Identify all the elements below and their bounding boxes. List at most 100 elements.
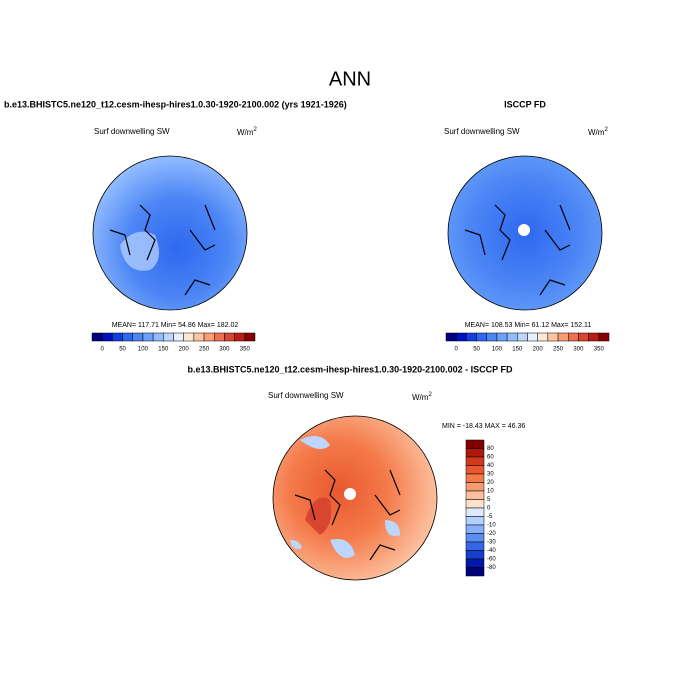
colorbar-box <box>214 332 225 342</box>
units: W/m <box>588 128 605 137</box>
colorbar-label: 200 <box>533 347 544 353</box>
map-region <box>120 231 159 271</box>
colorbar-box <box>101 332 113 342</box>
colorbar-box <box>517 332 528 342</box>
colorbar-label: 250 <box>553 347 564 353</box>
panel-title: b.e13.BHISTC5.ne120_t12.cesm-ihesp-hires… <box>4 99 347 109</box>
missing-data <box>518 224 530 236</box>
colorbar-box <box>465 567 485 577</box>
colorbar: 80 60 40 30 20 10 5 0 -5 -10 -20 -30 -40 -60 -80 <box>465 439 496 577</box>
colorbar-box <box>465 490 485 500</box>
colorbar-box <box>588 332 600 342</box>
colorbar-label: 0 <box>101 347 105 353</box>
colorbar-label: 0 <box>487 506 491 512</box>
units-label: W/m2 <box>588 127 608 138</box>
colorbar-box <box>122 332 133 342</box>
colorbar-box <box>547 332 559 342</box>
colorbar-label: 50 <box>473 347 480 353</box>
colorbar-box <box>163 332 174 342</box>
colorbar-box <box>244 332 256 342</box>
colorbar-box <box>152 332 164 342</box>
colorbar-box <box>173 332 184 342</box>
colorbar-box <box>465 439 485 449</box>
colorbar-box <box>91 332 103 342</box>
colorbar-label: -30 <box>487 540 496 546</box>
colorbar-box <box>496 332 508 342</box>
colorbar-box <box>465 456 485 466</box>
colorbar-label: 100 <box>138 347 149 353</box>
coastline <box>109 204 216 296</box>
colorbar-box <box>183 332 195 342</box>
polar-map <box>272 415 438 581</box>
coastline <box>464 204 571 296</box>
colorbar-box <box>465 558 485 568</box>
colorbar: 0 50 100 150 200 250 300 350 <box>445 332 610 353</box>
stats: MEAN= 117.71 Min= 54.86 Max= 182.02 <box>112 322 239 329</box>
colorbar-label: 60 <box>487 455 494 461</box>
colorbar-box <box>465 541 485 551</box>
colorbar-label: 50 <box>119 347 126 353</box>
coastline <box>294 469 401 561</box>
units-label: W/m2 <box>412 392 432 403</box>
stats: MEAN= 108.53 Min= 61.12 Max= 152.11 <box>465 322 592 329</box>
colorbar-box <box>466 332 477 342</box>
colorbar-label: 350 <box>240 347 251 353</box>
colorbar-box <box>527 332 538 342</box>
colorbar-box <box>112 332 123 342</box>
panel-title: ISCCP FD <box>504 99 546 109</box>
variable-label: Surf downwelling SW <box>94 127 170 136</box>
colorbar-label: -80 <box>487 565 496 571</box>
colorbar-label: 30 <box>487 472 494 478</box>
colorbar-box <box>537 332 549 342</box>
stats: MIN = -18.43 MAX = 46.36 <box>442 423 525 430</box>
colorbar-box <box>203 332 215 342</box>
units-exponent: 2 <box>604 127 608 133</box>
colorbar-label: 350 <box>594 347 605 353</box>
colorbar-label: 150 <box>158 347 169 353</box>
colorbar-label: 250 <box>199 347 210 353</box>
variable-label: Surf downwelling SW <box>268 391 344 400</box>
colorbar-box <box>486 332 498 342</box>
units: W/m <box>237 128 254 137</box>
colorbar-label: 20 <box>487 480 494 486</box>
colorbar-box <box>506 332 518 342</box>
colorbar-box <box>465 473 485 483</box>
colorbar-box <box>476 332 487 342</box>
colorbar-label: 80 <box>487 446 494 452</box>
colorbar-box <box>465 507 485 517</box>
colorbar-label: -40 <box>487 548 496 554</box>
colorbar-label: 5 <box>487 497 491 503</box>
colorbar-label: -5 <box>487 514 493 520</box>
map-region <box>290 436 400 558</box>
figure-title: ANN <box>329 68 371 90</box>
colorbar-box <box>142 332 154 342</box>
colorbar-box <box>598 332 610 342</box>
colorbar-label: 100 <box>492 347 503 353</box>
colorbar-box <box>224 332 235 342</box>
colorbar-box <box>465 516 485 526</box>
variable-label: Surf downwelling SW <box>444 127 520 136</box>
colorbar-label: 300 <box>573 347 584 353</box>
missing-data <box>344 488 356 500</box>
colorbar-box <box>465 524 485 534</box>
colorbar-label: 150 <box>512 347 523 353</box>
colorbar-box <box>465 465 485 475</box>
colorbar-box <box>568 332 579 342</box>
colorbar-box <box>557 332 569 342</box>
colorbar-box <box>465 550 485 560</box>
colorbar-box <box>465 448 485 458</box>
colorbar: 0 50 100 150 200 250 300 350 <box>91 332 256 353</box>
colorbar-box <box>465 482 485 492</box>
colorbar-box <box>465 499 485 509</box>
units-exponent: 2 <box>428 392 432 398</box>
colorbar-label: 10 <box>487 489 494 495</box>
colorbar-label: -60 <box>487 557 496 563</box>
panel-title: b.e13.BHISTC5.ne120_t12.cesm-ihesp-hires… <box>188 364 513 374</box>
colorbar-label: 300 <box>219 347 230 353</box>
polar-map <box>92 155 248 311</box>
colorbar-box <box>193 332 205 342</box>
colorbar-label: -20 <box>487 531 496 537</box>
colorbar-box <box>132 332 144 342</box>
colorbar-box <box>455 332 467 342</box>
